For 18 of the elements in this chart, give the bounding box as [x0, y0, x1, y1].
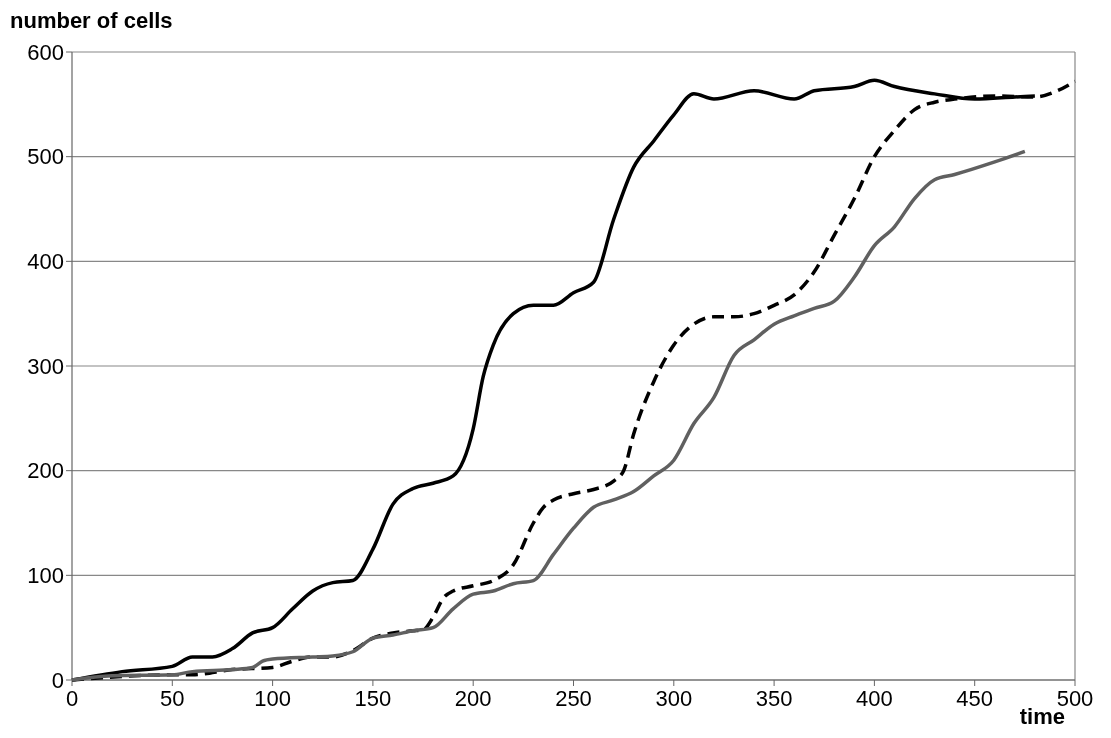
- y-tick-label: 400: [27, 249, 64, 275]
- x-tick-label: 100: [254, 686, 291, 711]
- x-tick-label: 250: [555, 686, 592, 711]
- x-tick-label: 400: [856, 686, 893, 711]
- y-tick-label: 600: [27, 39, 64, 65]
- x-tick-label: 200: [454, 686, 492, 711]
- x-tick-label: 500: [1056, 686, 1094, 711]
- y-axis-title: number of cells: [10, 8, 173, 33]
- y-tick-label: 300: [27, 353, 64, 379]
- x-tick-label: 150: [354, 686, 392, 711]
- x-tick-label: 300: [655, 686, 693, 711]
- y-tick-label: 200: [27, 458, 64, 484]
- x-tick-label: 450: [956, 686, 994, 711]
- x-tick-label: 50: [160, 686, 185, 711]
- y-tick-label: 500: [27, 144, 64, 170]
- x-tick-label: 350: [755, 686, 793, 711]
- y-tick-label: 0: [51, 667, 64, 693]
- y-tick-label: 100: [27, 563, 64, 589]
